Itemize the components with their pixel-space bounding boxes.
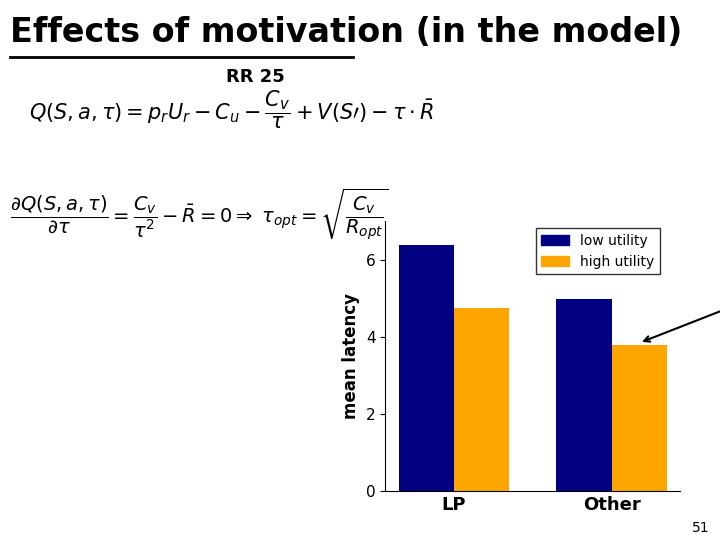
Text: $\dfrac{\partial Q(S,a,\tau)}{\partial \tau} = \dfrac{C_v}{\tau^2} - \bar{R} = 0: $\dfrac{\partial Q(S,a,\tau)}{\partial \…: [10, 186, 389, 242]
Y-axis label: mean latency: mean latency: [342, 293, 360, 420]
Bar: [612, 345, 667, 491]
Bar: [557, 299, 612, 491]
Bar: [399, 245, 454, 491]
Text: 51: 51: [692, 521, 709, 535]
Text: energizing
effect: energizing effect: [644, 280, 720, 342]
Bar: [454, 308, 509, 491]
Text: Effects of motivation (in the model): Effects of motivation (in the model): [10, 16, 683, 49]
Text: RR 25: RR 25: [226, 68, 285, 85]
Text: $Q(S,a,\tau) = p_r U_r - C_u - \dfrac{C_v}{\tau} + V(S\prime) - \tau \cdot \bar{: $Q(S,a,\tau) = p_r U_r - C_u - \dfrac{C_…: [29, 89, 433, 131]
Legend: low utility, high utility: low utility, high utility: [536, 228, 660, 274]
